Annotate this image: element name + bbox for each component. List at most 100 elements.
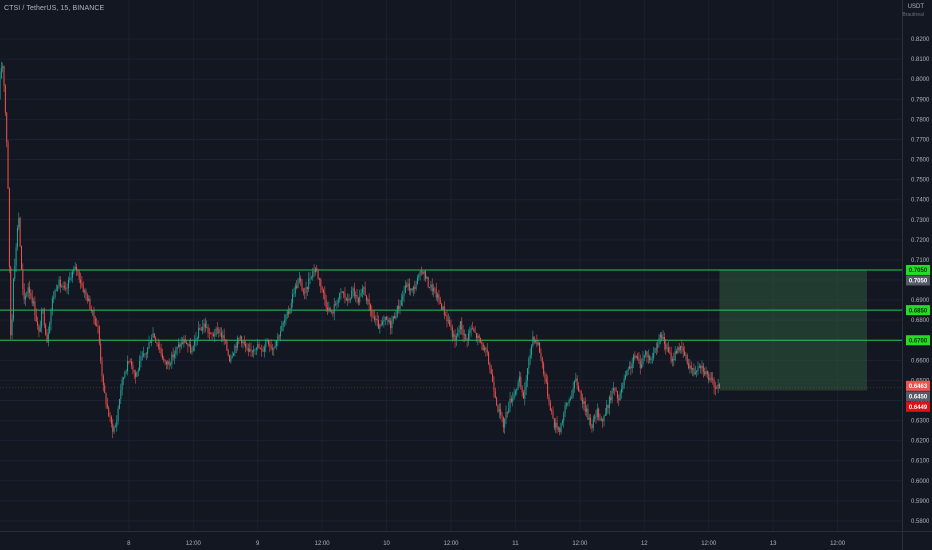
candle-body <box>690 365 692 370</box>
candle-body <box>211 333 213 335</box>
candle-body <box>82 285 84 292</box>
candle-body <box>14 265 16 279</box>
candle-body <box>676 351 677 354</box>
candle-body <box>521 387 523 393</box>
price-tick-label: 0.6900 <box>911 298 930 304</box>
candle-body <box>391 320 393 328</box>
candle-body <box>454 334 456 341</box>
candle-body <box>77 269 79 272</box>
candle-body <box>600 419 602 420</box>
time-axis[interactable]: 8 12:00 9 12:00 10 12:00 11 12:00 12 12:00 13 12:00 <box>127 541 846 547</box>
candle-body <box>569 398 571 400</box>
candle-body <box>3 66 5 86</box>
candle-body <box>630 366 632 369</box>
candle-body <box>284 320 286 323</box>
candle-body <box>375 318 377 320</box>
candle-body <box>465 334 467 340</box>
candle-body <box>624 375 626 379</box>
symbol-title[interactable]: CTSI / TetherUS, 15, BINANCE <box>4 5 105 12</box>
candle-body <box>532 336 534 346</box>
candle-body <box>85 290 87 295</box>
candle-body <box>351 290 353 299</box>
candle-body <box>516 388 518 392</box>
candle-body <box>220 332 222 338</box>
candle-body <box>290 303 292 309</box>
candle-body <box>259 348 261 349</box>
candle-body <box>344 293 346 298</box>
unit-label[interactable]: USDT <box>907 4 924 10</box>
candle-body <box>623 378 625 386</box>
candle-body <box>416 277 418 285</box>
candle-body <box>414 287 416 289</box>
candle-body <box>120 389 122 400</box>
price-tick-label: 0.6400 <box>911 398 930 404</box>
level-price-tag <box>906 264 930 275</box>
candle-body <box>327 307 329 311</box>
candle-body <box>336 303 338 305</box>
level-price-tag-text: 0.7050 <box>909 268 928 274</box>
candle-body <box>152 333 154 338</box>
candle-body <box>198 327 200 339</box>
candle-body <box>505 412 507 419</box>
candle-body <box>51 298 53 311</box>
candle-body <box>634 355 636 358</box>
candle-body <box>320 279 322 287</box>
candle-body <box>127 360 129 372</box>
candle-body <box>384 316 386 321</box>
time-tick-label: 9 <box>256 541 260 547</box>
target-zone-rect <box>719 269 867 391</box>
candle-body <box>379 324 381 329</box>
candle-body <box>646 351 648 358</box>
candle-body <box>269 344 271 346</box>
candle-body <box>348 299 350 301</box>
candle-body <box>204 323 206 328</box>
candle-body <box>484 347 486 351</box>
candle-body <box>241 336 243 344</box>
candle-body <box>67 280 69 288</box>
candle-body <box>359 296 361 303</box>
candle-body <box>592 419 594 429</box>
candle-body <box>369 304 371 311</box>
candle-body <box>547 381 549 397</box>
candle-body <box>529 354 531 359</box>
candle-body <box>671 358 673 362</box>
candle-body <box>494 391 496 398</box>
candle-body <box>349 298 351 301</box>
candle-body <box>522 392 524 399</box>
candle-body <box>352 288 354 291</box>
candle-body <box>102 375 104 386</box>
candle-body <box>598 408 600 418</box>
candle-body <box>306 287 308 290</box>
price-axis[interactable]: 0.8200 0.8100 0.8000 0.7900 0.7800 0.7700 0.76… <box>911 37 930 525</box>
candle-body <box>437 294 439 298</box>
candle-body <box>93 310 95 319</box>
candle-body <box>89 298 91 309</box>
candle-body <box>383 320 385 322</box>
candle-body <box>69 277 71 281</box>
candle-body <box>410 288 412 291</box>
candle-body <box>155 337 157 343</box>
candle-body <box>586 408 588 412</box>
candle-body <box>254 349 256 351</box>
candle-body <box>447 320 449 322</box>
candle-body <box>477 335 479 339</box>
candle-body <box>716 388 718 390</box>
candle-body <box>81 282 83 286</box>
candle-body <box>708 374 710 381</box>
candle-body <box>104 385 106 393</box>
candle-body <box>341 291 343 293</box>
candle-body <box>606 404 608 415</box>
candle-body <box>602 419 604 422</box>
candle-body <box>261 348 263 351</box>
candle-body <box>188 344 190 346</box>
candle-body <box>531 345 533 355</box>
level-price-tag-text: 0.6850 <box>909 308 928 314</box>
candle-body <box>88 298 90 302</box>
candle-body <box>395 316 397 319</box>
candle-body <box>171 354 173 365</box>
candle-body <box>247 348 249 352</box>
candle-body <box>365 295 367 301</box>
candle-body <box>41 310 43 328</box>
